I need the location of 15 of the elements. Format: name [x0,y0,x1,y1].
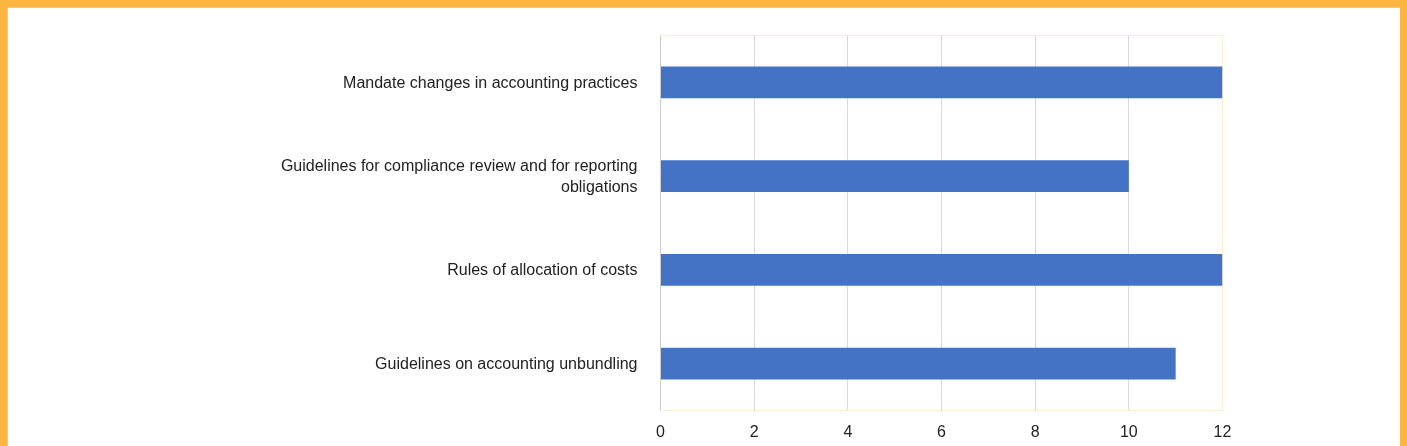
y-tick-label: Guidelines for compliance review and for reporting obligations [280,157,638,195]
bar [660,347,1176,380]
x-tick-label: 10 [1119,422,1138,440]
x-tick-label: 2 [749,422,759,440]
x-tick-label: 4 [843,422,853,440]
y-tick-label: Rules of allocation of costs [447,261,638,279]
bar [660,253,1223,286]
y-tick-label: Guidelines on accounting unbundling [375,355,638,373]
y-tick-label: Mandate changes in accounting practices [343,73,638,91]
x-tick-label: 0 [656,422,666,440]
x-tick-label: 8 [1030,422,1040,440]
bar [660,66,1223,99]
bar [660,160,1129,193]
x-tick-label: 12 [1213,422,1232,440]
x-tick-label: 6 [937,422,947,440]
